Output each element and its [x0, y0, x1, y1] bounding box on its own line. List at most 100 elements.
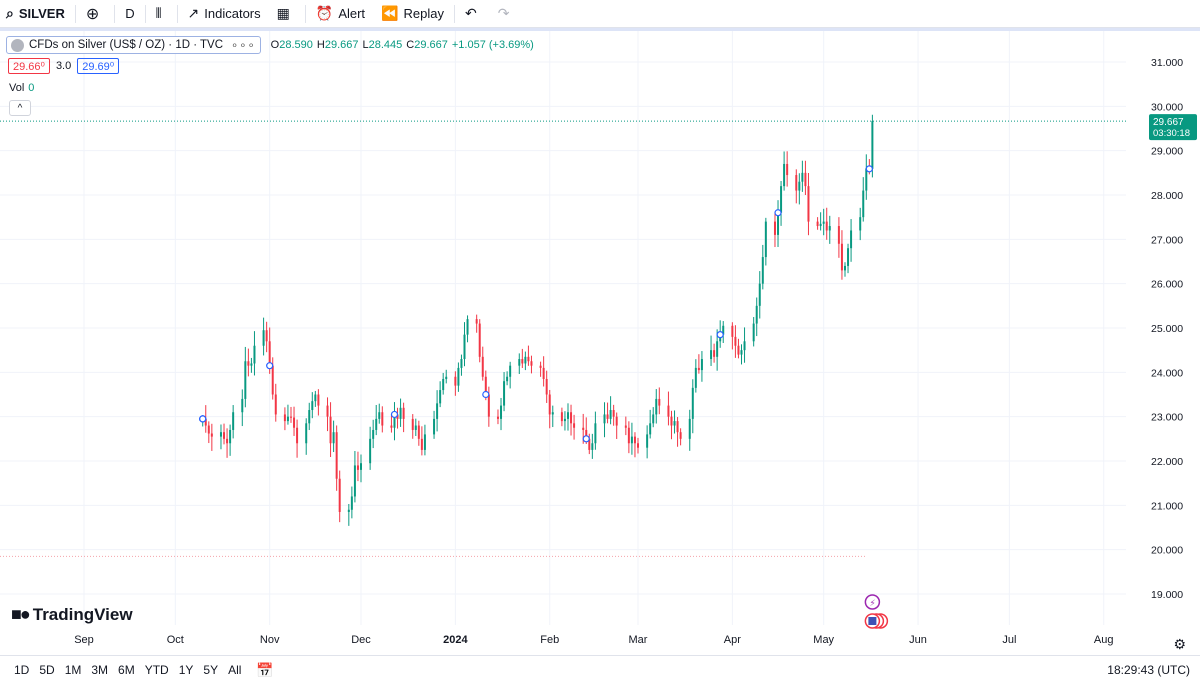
candle	[837, 217, 840, 258]
event-marker[interactable]	[865, 165, 873, 173]
candle	[670, 410, 673, 440]
candle	[411, 414, 414, 439]
alert-button[interactable]: ⏰ Alert	[308, 0, 373, 28]
range-button-ytd[interactable]: YTD	[144, 663, 169, 677]
candle	[627, 421, 630, 454]
candle	[697, 354, 700, 374]
range-button-6m[interactable]: 6M	[118, 663, 135, 677]
symbol-search-button[interactable]: ⌕ SILVER	[0, 0, 73, 28]
candle	[713, 343, 716, 363]
toolbar-divider	[453, 4, 455, 23]
event-marker[interactable]	[774, 209, 782, 217]
candle	[694, 359, 697, 393]
candle	[500, 397, 503, 431]
add-symbol-icon: ⊕	[85, 5, 100, 23]
clock[interactable]: 18:29:43 (UTC)	[1107, 663, 1190, 677]
candle	[423, 424, 426, 456]
x-tick-label: Sep	[74, 634, 94, 646]
redo-button[interactable]: ↷	[490, 0, 523, 28]
candle	[606, 402, 609, 424]
candle	[232, 405, 235, 439]
event-marker[interactable]	[199, 415, 207, 423]
candle	[308, 402, 311, 431]
candle	[381, 406, 384, 433]
candle	[822, 208, 825, 236]
lightning-event-icon[interactable]: ⚡	[864, 594, 881, 610]
calendar-icon[interactable]: 📅	[256, 661, 274, 678]
range-buttons: 1D 5D 1M 3M 6M YTD 1Y 5Y All	[0, 663, 246, 677]
range-button-5d[interactable]: 5D	[39, 663, 55, 677]
range-button-3m[interactable]: 3M	[91, 663, 109, 677]
candle	[740, 344, 743, 365]
candle	[795, 169, 798, 204]
candle	[847, 243, 850, 274]
bottom-toolbar: 1D 5D 1M 3M 6M YTD 1Y 5Y All 📅 18:29:43 (UTC)	[0, 655, 1200, 684]
candle	[226, 428, 229, 458]
chart-type-button[interactable]: ⫴	[148, 0, 175, 28]
range-button-1y[interactable]: 1Y	[178, 663, 194, 677]
y-tick-label: 21.000	[1151, 500, 1183, 512]
candle	[570, 404, 573, 436]
candle	[801, 160, 804, 192]
candle	[496, 409, 499, 425]
candle	[594, 411, 597, 450]
candle	[442, 372, 445, 395]
range-button-1m[interactable]: 1M	[64, 663, 82, 677]
layout-button[interactable]: ▦	[269, 0, 303, 28]
candle	[439, 381, 442, 408]
candle	[433, 410, 436, 439]
event-marker[interactable]	[266, 362, 274, 370]
event-marker[interactable]	[482, 390, 490, 399]
candle	[591, 433, 594, 459]
candle	[633, 432, 636, 458]
low-key: L	[362, 39, 369, 51]
y-tick-label: 30.000	[1151, 101, 1183, 113]
candle	[262, 317, 265, 356]
candle	[646, 425, 649, 459]
candle	[551, 405, 554, 428]
event-marker[interactable]	[582, 435, 590, 443]
gear-icon[interactable]: ⚙	[1173, 636, 1186, 652]
y-tick-label: 23.000	[1151, 412, 1183, 424]
y-tick-label: 31.000	[1151, 57, 1183, 69]
price-chart[interactable]: 31.000 30.000 29.000 28.000 27.000 26.000 25.0…	[0, 31, 1200, 655]
interval-button[interactable]: D	[117, 0, 142, 28]
x-tick-label: May	[813, 634, 834, 646]
undo-button[interactable]: ↶	[457, 0, 490, 28]
sell-price-button[interactable]: 29.66⁰	[8, 58, 50, 74]
event-marker[interactable]	[716, 331, 724, 339]
candle	[518, 353, 521, 375]
indicators-button[interactable]: ↗ Indicators	[180, 0, 269, 28]
candle	[436, 390, 439, 432]
candle	[862, 177, 865, 222]
candle	[390, 414, 393, 433]
candle	[548, 389, 551, 429]
more-icon[interactable]: ∘∘∘	[231, 40, 256, 52]
x-axis[interactable]: Sep Oct Nov Dec 2024 Feb Mar Apr May Jun Jul Aug	[74, 634, 1113, 646]
range-button-1d[interactable]: 1D	[14, 663, 30, 677]
candle	[353, 451, 356, 503]
y-axis[interactable]: 31.000 30.000 29.000 28.000 27.000 26.000 25.0…	[1151, 57, 1183, 601]
collapse-legend-button[interactable]: ^	[9, 100, 31, 116]
candle	[466, 315, 469, 343]
candle	[563, 411, 566, 431]
toolbar-underline	[0, 28, 1200, 31]
range-button-all[interactable]: All	[228, 663, 242, 677]
candle	[630, 422, 633, 455]
event-marker[interactable]	[390, 410, 399, 419]
series-title-box[interactable]: CFDs on Silver (US$ / OZ) · 1D · TVC ∘∘∘	[6, 36, 261, 54]
indicators-label: Indicators	[204, 6, 261, 21]
buy-price-button[interactable]: 29.69⁰	[77, 58, 120, 74]
add-symbol-button[interactable]: ⊕	[78, 0, 112, 28]
candle	[691, 379, 694, 434]
y-tick-label: 29.000	[1151, 146, 1183, 158]
candle	[274, 383, 277, 422]
replay-button[interactable]: ⏪ Replay	[373, 0, 452, 28]
range-button-5y[interactable]: 5Y	[203, 663, 219, 677]
us-flag-event-icon[interactable]	[864, 613, 889, 629]
y-tick-label: 25.000	[1151, 323, 1183, 335]
candle	[338, 470, 341, 523]
trade-prices: 29.66⁰ 3.0 29.69⁰	[8, 58, 120, 74]
tradingview-logo[interactable]: ■● TradingView	[11, 604, 133, 625]
silver-logo-icon	[11, 38, 24, 52]
